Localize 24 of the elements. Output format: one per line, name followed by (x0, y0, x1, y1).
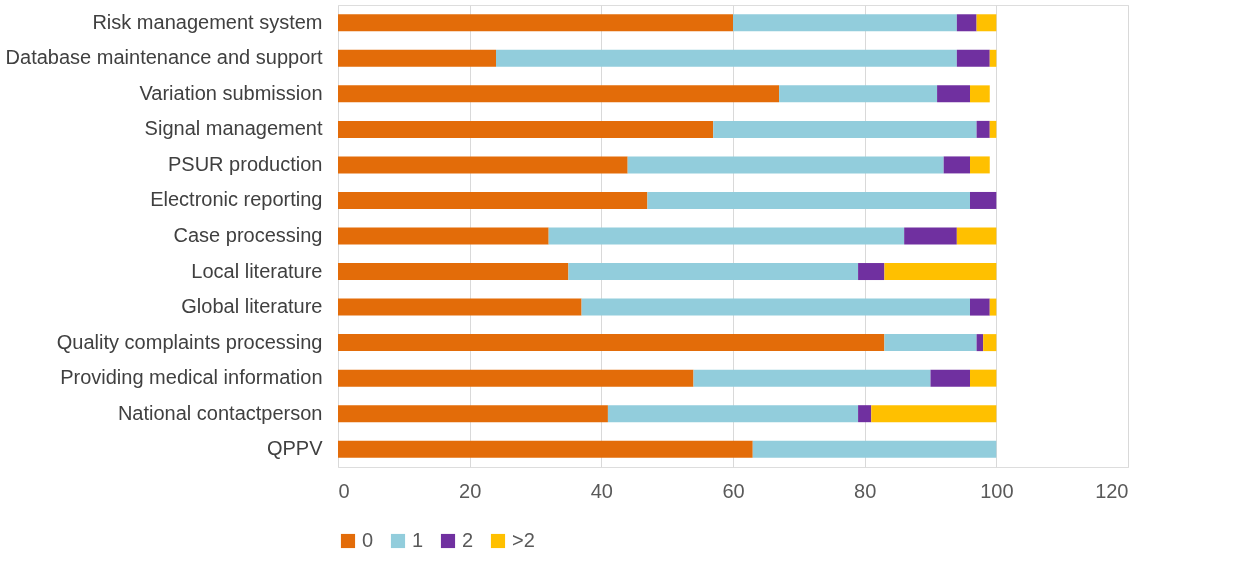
y-tick-label: Signal management (144, 117, 323, 140)
y-tick-label: PSUR production (167, 152, 323, 175)
y-tick-label: QPPV (266, 437, 324, 460)
y-tick-label: Case processing (173, 224, 323, 246)
y-tick-label: Local literature (191, 259, 323, 282)
legend-label: 1 (412, 529, 424, 551)
x-tick-label: 80 (854, 479, 877, 502)
y-tick-label: Providing medical information (60, 366, 323, 389)
legend-label: 2 (462, 529, 474, 551)
legend-label: 0 (362, 529, 374, 551)
y-tick-label: Risk management system (92, 10, 323, 33)
y-tick-label: Variation submission (139, 81, 323, 104)
y-tick-label: Quality complaints processing (56, 330, 323, 353)
x-tick-label: 60 (722, 479, 745, 502)
x-tick-label: 100 (980, 479, 1014, 502)
y-tick-label: Electronic reporting (150, 188, 323, 211)
legend-label: >2 (512, 529, 535, 551)
x-tick-label: 120 (1095, 479, 1129, 502)
y-tick-label: National contactperson (117, 401, 323, 424)
x-tick-label: 40 (590, 479, 613, 502)
x-tick-label: 20 (459, 479, 482, 502)
x-tick-label: 0 (338, 479, 350, 502)
y-tick-label: Global literature (181, 295, 323, 318)
y-tick-label: Database maintenance and support (5, 46, 323, 69)
